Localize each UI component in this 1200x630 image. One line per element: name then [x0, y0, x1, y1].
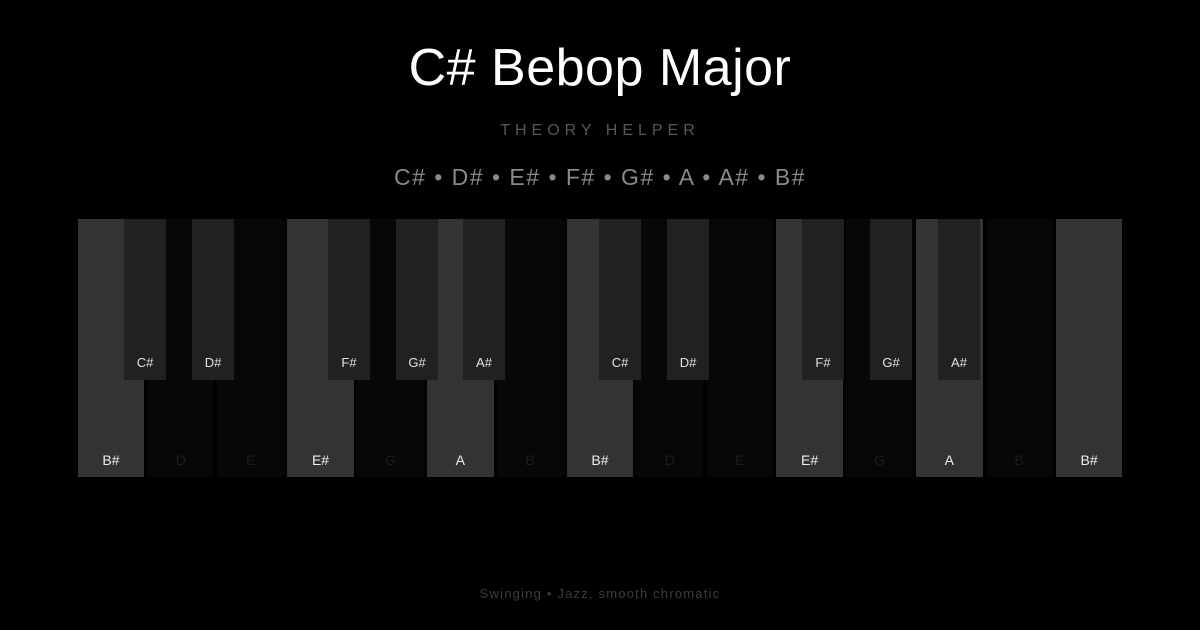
key-label: A#: [951, 355, 967, 370]
black-key-csharp-0[interactable]: C#: [124, 219, 166, 380]
black-key-dsharp-6[interactable]: D#: [667, 219, 709, 380]
black-key-fsharp-7[interactable]: F#: [802, 219, 844, 380]
scale-notes: C# • D# • E# • F# • G# • A • A# • B#: [393, 164, 807, 190]
key-label: D#: [204, 355, 222, 370]
key-label: B: [1014, 452, 1024, 468]
white-key-b-13[interactable]: B: [985, 219, 1053, 477]
key-label: C#: [611, 355, 629, 370]
app-subtitle: THEORY HELPER: [500, 122, 700, 139]
key-label: B#: [1080, 452, 1098, 468]
key-label: A: [944, 452, 954, 468]
key-label: B#: [591, 452, 609, 468]
black-key-dsharp-1[interactable]: D#: [192, 219, 234, 380]
black-key-gsharp-3[interactable]: G#: [396, 219, 438, 380]
key-label: A: [455, 452, 465, 468]
white-key-b-6[interactable]: B: [496, 219, 564, 477]
key-label: G: [384, 452, 396, 468]
key-label: B#: [102, 452, 120, 468]
black-key-csharp-5[interactable]: C#: [599, 219, 641, 380]
black-key-asharp-9[interactable]: A#: [938, 219, 980, 380]
key-label: F#: [815, 355, 831, 370]
key-label: E: [245, 452, 256, 468]
key-label: F#: [341, 355, 357, 370]
key-label: A#: [476, 355, 492, 370]
black-key-gsharp-8[interactable]: G#: [870, 219, 912, 380]
key-label: E: [735, 452, 745, 468]
white-key-e-9[interactable]: E: [706, 219, 774, 477]
key-label: B: [525, 452, 535, 468]
key-label: G#: [882, 355, 900, 370]
key-label: E#: [801, 452, 819, 468]
scale-title: C# Bebop Major: [408, 39, 792, 97]
key-label: C#: [136, 355, 154, 370]
black-key-fsharp-2[interactable]: F#: [328, 219, 370, 380]
key-label: G: [874, 452, 885, 468]
style-description: Swinging • Jazz, smooth chromatic: [479, 586, 721, 601]
key-label: D#: [679, 355, 697, 370]
black-key-asharp-4[interactable]: A#: [463, 219, 505, 380]
key-label: E#: [311, 452, 330, 468]
key-label: D: [175, 452, 186, 468]
white-key-bsharp-14[interactable]: B#: [1055, 219, 1123, 477]
piano-keyboard: B# D E E# G A B B# D E E# G A B B# C# D# F# G# A# C# D# F# G# A#: [76, 219, 1124, 477]
key-label: G#: [408, 355, 426, 370]
key-label: D: [664, 452, 675, 468]
